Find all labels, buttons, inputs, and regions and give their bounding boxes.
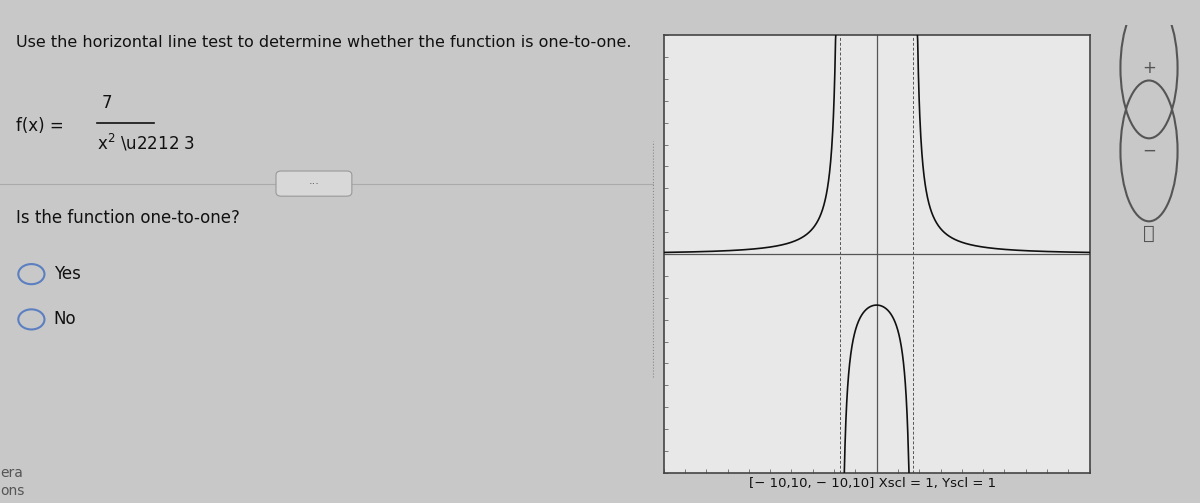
- Text: Use the horizontal line test to determine whether the function is one-to-one.: Use the horizontal line test to determin…: [17, 35, 632, 50]
- Text: ons: ons: [0, 484, 24, 498]
- Text: Yes: Yes: [54, 265, 80, 283]
- Text: 7: 7: [101, 94, 112, 112]
- Text: ···: ···: [308, 179, 319, 189]
- Text: x$^2$ \u2212 3: x$^2$ \u2212 3: [97, 133, 194, 154]
- Text: −: −: [1142, 142, 1156, 160]
- Text: [− 10,10, − 10,10] Xscl = 1, Yscl = 1: [− 10,10, − 10,10] Xscl = 1, Yscl = 1: [749, 477, 996, 490]
- Text: ⧉: ⧉: [1144, 224, 1154, 243]
- Text: Is the function one-to-one?: Is the function one-to-one?: [17, 209, 240, 227]
- FancyBboxPatch shape: [276, 171, 352, 196]
- Text: era: era: [0, 466, 23, 480]
- Text: No: No: [54, 310, 77, 328]
- Text: +: +: [1142, 59, 1156, 77]
- Text: f(x) =: f(x) =: [17, 117, 64, 135]
